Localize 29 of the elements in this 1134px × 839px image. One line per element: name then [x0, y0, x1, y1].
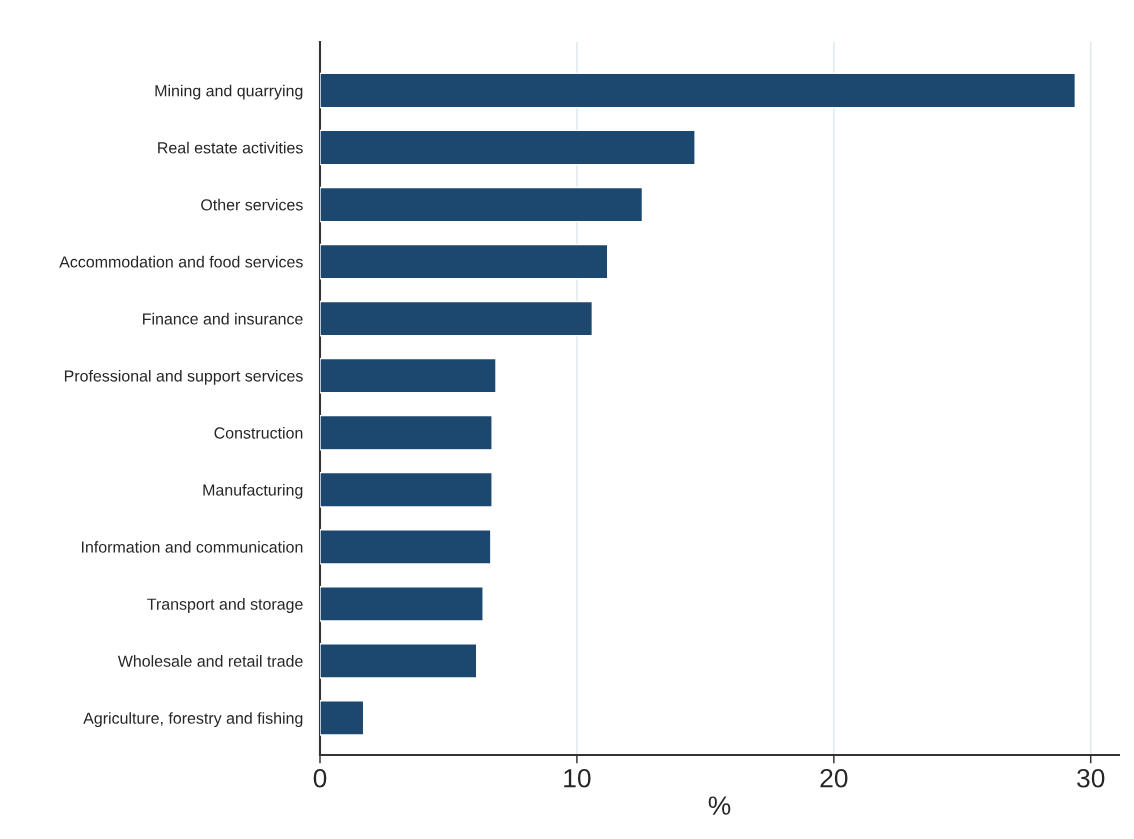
y-tick-label: Wholesale and retail trade — [117, 655, 303, 667]
y-tick-label: Other services — [201, 198, 303, 211]
x-tick-label: 30 — [1077, 768, 1105, 788]
bar — [320, 129, 696, 166]
y-tick-label: Agriculture, forestry and fishing — [83, 712, 303, 728]
y-tick-label: Mining and quarrying — [155, 84, 303, 100]
bar — [320, 528, 492, 565]
bar — [320, 72, 1077, 109]
y-tick-label: Accommodation and food services — [59, 255, 303, 268]
y-tick-label: Finance and insurance — [143, 312, 303, 325]
x-tick-label: 10 — [564, 768, 591, 788]
y-tick-label: Real estate activities — [158, 141, 303, 154]
bar — [320, 300, 594, 337]
x-axis-title: % — [708, 796, 731, 815]
y-tick-label: Construction — [214, 426, 303, 439]
bar — [320, 586, 484, 622]
bar — [320, 700, 365, 736]
bar — [320, 643, 478, 679]
bar — [320, 186, 644, 223]
x-tick-label: 20 — [820, 768, 848, 788]
y-tick-label: Information and communication — [81, 541, 303, 553]
y-tick-label: Professional and support services — [64, 369, 303, 385]
y-tick-label: Transport and storage — [147, 598, 303, 613]
x-tick-label: 0 — [313, 768, 327, 788]
y-tick-label: Manufacturing — [203, 483, 303, 499]
bar — [320, 243, 609, 280]
bar — [320, 471, 493, 508]
bar — [320, 414, 493, 451]
bar — [320, 357, 497, 394]
